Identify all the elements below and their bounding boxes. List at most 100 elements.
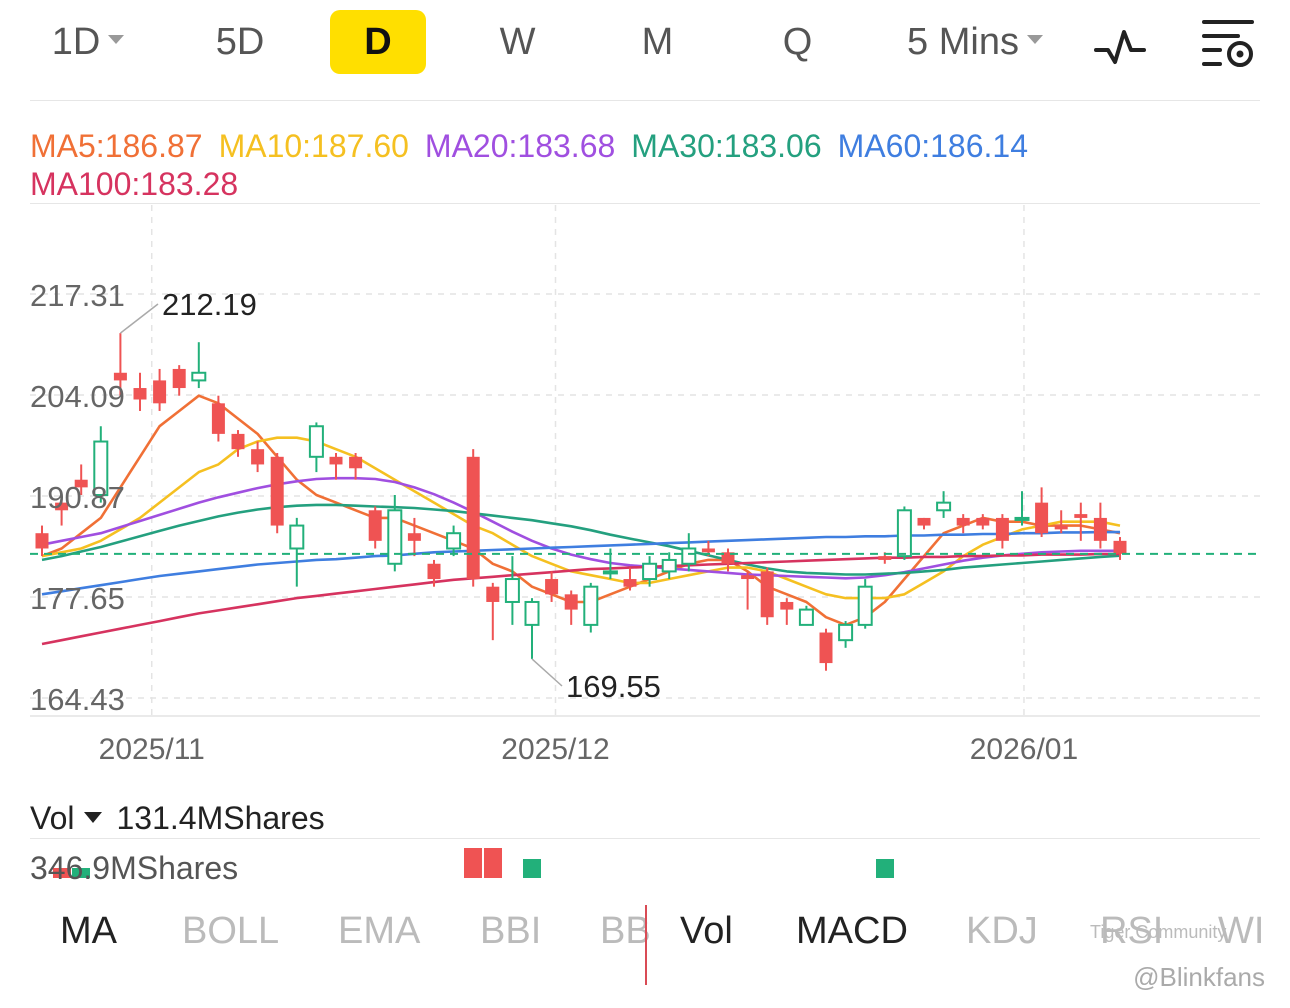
candle-body — [466, 456, 480, 580]
tab-5-mins-label: 5 Mins — [907, 21, 1019, 63]
candle-body — [857, 585, 873, 626]
candle-body — [1074, 514, 1088, 518]
candle-body — [349, 456, 363, 469]
ma-line-ma20 — [41, 476, 1120, 580]
candle-body — [995, 517, 1009, 541]
tab-ma[interactable]: MA — [60, 910, 117, 952]
volume-bar — [72, 868, 91, 878]
candle-body — [524, 600, 540, 626]
x-tick-label: 2026/01 — [970, 733, 1078, 766]
volume-bar — [52, 868, 71, 878]
pulse-line-icon[interactable] — [1090, 20, 1150, 70]
candle-body — [329, 456, 343, 465]
candle-body — [780, 601, 794, 610]
candle-body — [1014, 516, 1030, 521]
candle-body — [545, 579, 559, 595]
low-leader-line — [531, 658, 563, 687]
divider — [30, 100, 1260, 101]
candle-body — [289, 524, 305, 550]
tab-ema[interactable]: EMA — [338, 910, 421, 952]
tab-m[interactable]: M — [615, 10, 700, 74]
tab-w-label: W — [499, 21, 536, 63]
tab-rsi[interactable]: RSI — [1100, 910, 1164, 952]
candle-body — [504, 578, 520, 603]
candle-body — [308, 425, 324, 458]
tab-q-label: Q — [782, 21, 813, 63]
candle-body — [956, 517, 970, 526]
chevron-down-icon[interactable] — [84, 812, 103, 824]
divider — [30, 838, 1260, 839]
candle-body — [270, 456, 284, 526]
ma-legend-row-1: MA5:186.87 MA10:187.60 MA20:183.68 MA30:183… — [30, 128, 1044, 165]
volume-bar — [875, 859, 894, 878]
ma-line-ma100 — [41, 552, 1120, 646]
tab-5-mins[interactable]: 5 Mins — [895, 10, 1055, 74]
tab-boll[interactable]: BOLL — [182, 910, 280, 952]
x-tick-label: 2025/12 — [501, 733, 609, 766]
volume-header[interactable]: Vol 131.4MShares — [30, 800, 325, 837]
tab-d[interactable]: D — [330, 10, 426, 74]
candle-body — [1113, 540, 1127, 554]
volume-bar — [523, 859, 541, 878]
tab-1d[interactable]: 1D — [38, 10, 138, 74]
candle-body — [976, 517, 990, 526]
candle-body — [407, 533, 421, 541]
low-annotation: 169.55 — [566, 669, 661, 704]
ma-line-ma10 — [41, 436, 1121, 600]
ma-line-ma30 — [41, 503, 1121, 576]
ma20-label: MA20:183.68 — [424, 128, 616, 164]
ma30-label: MA30:183.06 — [631, 128, 822, 164]
chevron-down-icon — [1026, 35, 1043, 45]
candle-body — [113, 372, 127, 381]
candle-body — [231, 433, 245, 450]
candle-body — [133, 388, 147, 400]
tab-bbi[interactable]: BBI — [480, 910, 542, 952]
timeframe-bar: 1D 5D D W M Q 5 Mins — [0, 0, 1290, 100]
watermark-handle: @Blinkfans — [1133, 962, 1265, 992]
tab-divider — [645, 905, 647, 985]
candle-body — [93, 440, 109, 497]
tab-bb[interactable]: BB — [600, 910, 651, 952]
candle-body — [446, 532, 462, 550]
tab-wi[interactable]: WI — [1218, 910, 1265, 952]
candle-body — [35, 533, 49, 549]
x-tick-label: 2025/11 — [99, 733, 205, 766]
tab-macd[interactable]: MACD — [796, 910, 908, 952]
tab-q[interactable]: Q — [755, 10, 840, 74]
volume-bar — [464, 848, 483, 878]
candle-body — [74, 479, 88, 488]
candle-body — [153, 380, 167, 404]
high-leader-line — [119, 303, 159, 334]
candle-body — [387, 509, 403, 565]
candle-body — [917, 517, 931, 526]
candle-body — [191, 371, 207, 382]
tab-5d[interactable]: 5D — [195, 10, 285, 74]
candle-body — [583, 585, 599, 626]
y-tick-label: 190.87 — [30, 480, 125, 515]
tab-w[interactable]: W — [475, 10, 560, 74]
candle-body — [741, 575, 755, 580]
indicator-tabs: MA BOLL EMA BBI BB Vol MACD KDJ RSI WI — [0, 900, 1290, 970]
divider — [30, 203, 1260, 204]
candle-body — [798, 608, 814, 626]
tab-kdj[interactable]: KDJ — [966, 910, 1038, 952]
chart-settings-icon[interactable] — [1198, 16, 1258, 72]
candle-body — [896, 509, 912, 558]
volume-bar — [483, 848, 502, 878]
y-tick-label: 217.31 — [30, 278, 125, 313]
candle-body — [368, 510, 382, 541]
y-tick-label: 204.09 — [30, 379, 125, 414]
ma100-label: MA100:183.28 — [30, 166, 239, 202]
candle-body — [721, 552, 735, 564]
ma-legend-row-2: MA100:183.28 — [30, 166, 254, 203]
tab-d-label: D — [364, 21, 392, 63]
volume-label: Vol — [30, 800, 75, 836]
volume-max-label: 346.9MShares — [30, 850, 239, 886]
candle-body — [1093, 517, 1107, 541]
candlestick-chart[interactable]: 217.31 204.09 190.87 177.65 164.43 2025/11 202… — [0, 200, 1290, 770]
candle-body — [838, 623, 854, 642]
chevron-down-icon — [108, 35, 125, 45]
tab-vol[interactable]: Vol — [680, 910, 733, 952]
ma-line-ma5 — [41, 394, 1121, 627]
ma60-label: MA60:186.14 — [837, 128, 1028, 164]
